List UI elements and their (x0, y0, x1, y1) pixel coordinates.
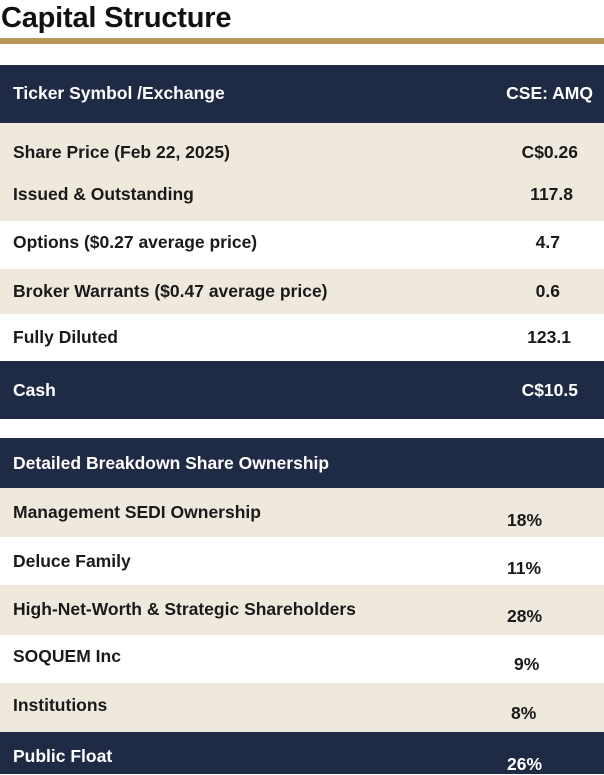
row-value: 4.7 (535, 232, 560, 252)
table-row: Options ($0.27 average price) 4.7 (0, 221, 604, 269)
cash-row: Cash C$10.5 (0, 361, 604, 419)
row-label: Institutions (13, 695, 108, 715)
public-float-row: Public Float 26% (0, 732, 604, 774)
row-value: 18% (507, 510, 543, 530)
table-row: Issued & Outstanding 117.8 (0, 175, 604, 221)
share-ownership-table: Detailed Breakdown Share Ownership Manag… (0, 438, 604, 774)
table-header-row: Detailed Breakdown Share Ownership (0, 438, 604, 488)
row-label: Management SEDI Ownership (13, 502, 261, 522)
table-row: SOQUEM Inc 9% (0, 635, 604, 683)
row-label: Broker Warrants ($0.47 average price) (13, 281, 328, 301)
table-row: Broker Warrants ($0.47 average price) 0.… (0, 269, 604, 314)
ticker-value: CSE: AMQ (506, 83, 593, 103)
table-row: Share Price (Feb 22, 2025) C$0.26 (0, 123, 604, 175)
row-value: 28% (507, 606, 543, 626)
row-label: Issued & Outstanding (13, 184, 194, 204)
row-value: 11% (507, 558, 542, 578)
capital-structure-table: Ticker Symbol /Exchange CSE: AMQ Share P… (0, 65, 604, 419)
table-row: Institutions 8% (0, 683, 604, 732)
page-title: Capital Structure (1, 2, 232, 34)
row-label: Options ($0.27 average price) (13, 232, 258, 252)
table-row: Deluce Family 11% (0, 537, 604, 585)
table-header-row: Ticker Symbol /Exchange CSE: AMQ (0, 65, 604, 123)
row-label: Cash (13, 380, 56, 400)
ownership-header-label: Detailed Breakdown Share Ownership (13, 453, 330, 473)
row-label: Fully Diluted (13, 327, 118, 347)
row-value: 8% (511, 703, 537, 723)
row-value: 123.1 (527, 327, 571, 347)
table-row: High-Net-Worth & Strategic Shareholders … (0, 585, 604, 635)
row-value: 117.8 (530, 184, 573, 204)
row-value: 26% (507, 754, 543, 774)
ticker-label: Ticker Symbol /Exchange (13, 83, 225, 103)
row-label: Public Float (13, 746, 113, 766)
row-label: SOQUEM Inc (13, 646, 121, 666)
table-row: Management SEDI Ownership 18% (0, 488, 604, 537)
table-row: Fully Diluted 123.1 (0, 314, 604, 361)
row-value: C$10.5 (521, 380, 578, 400)
row-label: Share Price (Feb 22, 2025) (13, 142, 230, 162)
row-value: 0.6 (535, 281, 560, 301)
title-underline (0, 38, 604, 44)
row-label: Deluce Family (13, 551, 131, 571)
row-value: 9% (514, 654, 540, 674)
row-label: High-Net-Worth & Strategic Shareholders (13, 599, 356, 619)
row-value: C$0.26 (521, 142, 578, 162)
